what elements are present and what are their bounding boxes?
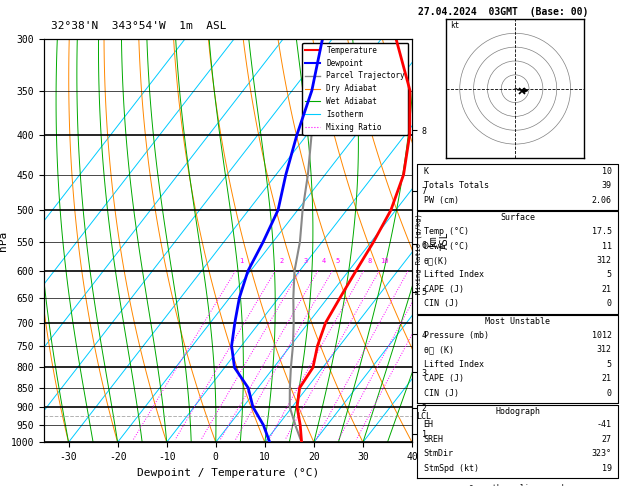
- Text: CAPE (J): CAPE (J): [424, 285, 464, 294]
- Text: Lifted Index: Lifted Index: [424, 271, 484, 279]
- Text: Pressure (mb): Pressure (mb): [424, 331, 489, 340]
- Text: 1: 1: [240, 258, 243, 264]
- Text: 10: 10: [381, 258, 389, 264]
- Text: CAPE (J): CAPE (J): [424, 374, 464, 383]
- Text: LCL: LCL: [416, 412, 431, 421]
- Text: 21: 21: [602, 374, 611, 383]
- Text: Dewp (°C): Dewp (°C): [424, 242, 469, 251]
- Text: Most Unstable: Most Unstable: [485, 317, 550, 326]
- Text: θᴜ (K): θᴜ (K): [424, 346, 454, 354]
- Text: 1012: 1012: [592, 331, 611, 340]
- Text: 5: 5: [336, 258, 340, 264]
- Text: 5: 5: [606, 360, 611, 369]
- Text: Hodograph: Hodograph: [495, 407, 540, 416]
- Y-axis label: hPa: hPa: [0, 230, 8, 251]
- Text: 17.5: 17.5: [592, 227, 611, 236]
- Text: 312: 312: [597, 256, 611, 265]
- Text: SREH: SREH: [424, 435, 443, 444]
- Text: 3: 3: [304, 258, 308, 264]
- Text: © weatheronline.co.uk: © weatheronline.co.uk: [469, 484, 566, 486]
- Y-axis label: km
ASL: km ASL: [428, 232, 450, 249]
- Legend: Temperature, Dewpoint, Parcel Trajectory, Dry Adiabat, Wet Adiabat, Isotherm, Mi: Temperature, Dewpoint, Parcel Trajectory…: [302, 43, 408, 135]
- Text: CIN (J): CIN (J): [424, 389, 459, 398]
- Text: EH: EH: [424, 420, 433, 430]
- Text: 5: 5: [606, 271, 611, 279]
- Text: PW (cm): PW (cm): [424, 195, 459, 205]
- Text: θᴜ(K): θᴜ(K): [424, 256, 448, 265]
- Text: 2.06: 2.06: [592, 195, 611, 205]
- X-axis label: Dewpoint / Temperature (°C): Dewpoint / Temperature (°C): [137, 468, 319, 478]
- Text: 4: 4: [321, 258, 326, 264]
- Text: Surface: Surface: [500, 213, 535, 223]
- Text: Lifted Index: Lifted Index: [424, 360, 484, 369]
- Text: Totals Totals: Totals Totals: [424, 181, 489, 190]
- Text: 27.04.2024  03GMT  (Base: 00): 27.04.2024 03GMT (Base: 00): [418, 7, 589, 17]
- Text: -41: -41: [597, 420, 611, 430]
- Text: StmDir: StmDir: [424, 449, 454, 458]
- Text: 32°38'N  343°54'W  1m  ASL: 32°38'N 343°54'W 1m ASL: [52, 21, 227, 31]
- Text: CIN (J): CIN (J): [424, 299, 459, 308]
- Text: 2: 2: [279, 258, 283, 264]
- Text: 11: 11: [602, 242, 611, 251]
- Text: K: K: [424, 167, 429, 176]
- Text: 312: 312: [597, 346, 611, 354]
- Text: kt: kt: [450, 21, 459, 30]
- Text: 0: 0: [606, 389, 611, 398]
- Text: 8: 8: [367, 258, 372, 264]
- Text: 323°: 323°: [592, 449, 611, 458]
- Text: 0: 0: [606, 299, 611, 308]
- Text: 27: 27: [602, 435, 611, 444]
- Text: 39: 39: [602, 181, 611, 190]
- Text: Mixing Ratio (g/kg): Mixing Ratio (g/kg): [416, 213, 422, 295]
- Text: 19: 19: [602, 464, 611, 472]
- Text: 21: 21: [602, 285, 611, 294]
- Text: StmSpd (kt): StmSpd (kt): [424, 464, 479, 472]
- Text: Temp (°C): Temp (°C): [424, 227, 469, 236]
- Text: 10: 10: [602, 167, 611, 176]
